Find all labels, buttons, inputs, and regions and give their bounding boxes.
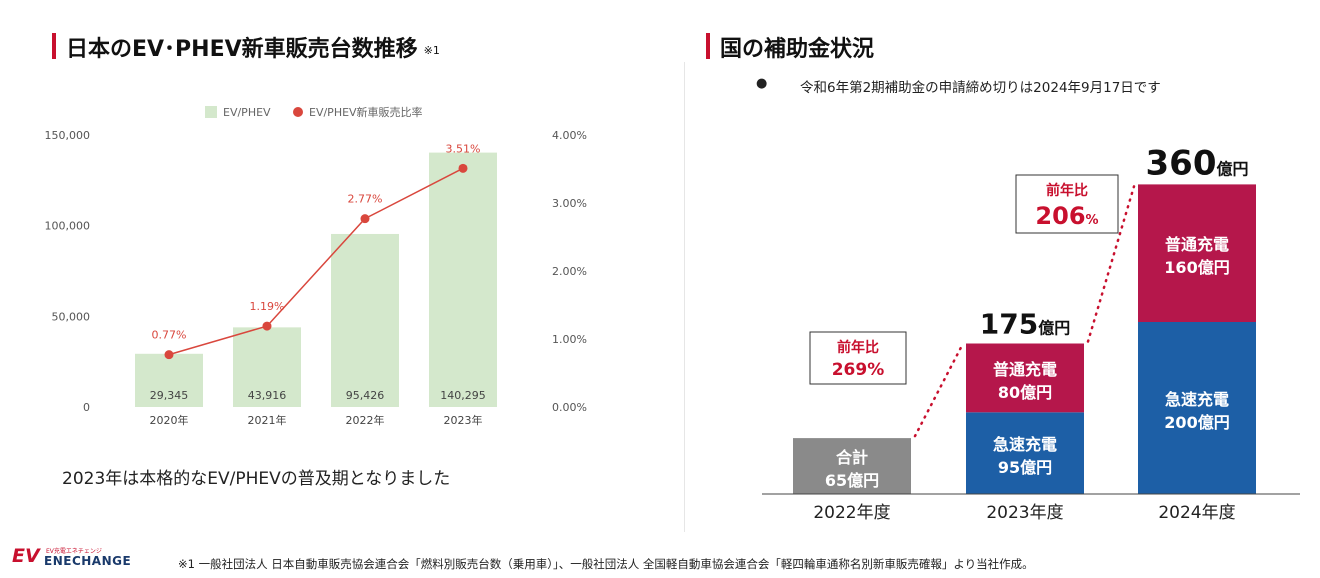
ev-right-axis: 0.00% 1.00% 2.00% 3.00% 4.00% <box>552 129 587 414</box>
ev-ratio-line: 0.77% 1.19% 2.77% 3.51% <box>152 142 481 360</box>
ev-bar <box>429 152 497 407</box>
ev-sales-chart: EV/PHEV EV/PHEV新車販売比率 0 50,000 100,000 150,… <box>45 105 587 427</box>
total-label: 175億円 <box>980 308 1070 341</box>
ev-bar-value-label: 140,295 <box>440 389 486 402</box>
legend-line-swatch <box>293 107 303 117</box>
ev-x-tick-label: 2022年 <box>346 413 385 427</box>
ev-bars: 29,345 43,916 95,426 140,295 <box>135 152 497 407</box>
right-axis-tick-label: 2.00% <box>552 265 587 278</box>
subsidy-x-tick-label: 2022年度 <box>813 503 890 523</box>
ev-bar <box>331 233 399 407</box>
ratio-point <box>262 321 272 331</box>
ev-x-tick-label: 2023年 <box>444 413 483 427</box>
segment-name-label: 普通充電 <box>1165 235 1229 254</box>
right-section-title: 国の補助金状況 <box>720 37 875 62</box>
segment-name-label: 普通充電 <box>993 360 1057 379</box>
source-footnote: ※1 一般社団法人 日本自動車販売協会連合会「燃料別販売台数（乗用車）」、一般社… <box>178 557 1034 571</box>
ratio-point-label: 0.77% <box>152 329 187 342</box>
ratio-point-label: 3.51% <box>446 142 481 155</box>
logo-ev-mark: EV <box>12 545 40 567</box>
legend-bar-label: EV/PHEV <box>223 106 271 119</box>
ratio-point-label: 2.77% <box>348 193 383 206</box>
ratio-point-label: 1.19% <box>250 300 285 313</box>
section-divider <box>684 62 685 532</box>
segment-name-label: 合計 <box>836 448 868 467</box>
subsidy-bar-segment <box>1138 322 1256 494</box>
subsidy-x-tick-label: 2024年度 <box>1158 503 1235 523</box>
segment-value-label: 80億円 <box>998 383 1052 402</box>
yoy-connector <box>913 344 964 438</box>
ev-x-tick-label: 2020年 <box>150 413 189 427</box>
right-axis-tick-label: 4.00% <box>552 129 587 142</box>
yoy-label: 前年比 <box>1046 182 1088 199</box>
subsidy-bar-segment <box>793 438 911 494</box>
yoy-label: 前年比 <box>837 339 879 356</box>
right-axis-tick-label: 3.00% <box>552 197 587 210</box>
left-section-title: 日本のEV･PHEV新車販売台数推移 ※1 <box>66 31 440 63</box>
ratio-point <box>458 163 468 173</box>
yoy-value: 206% <box>1035 202 1098 230</box>
logo-enechange: ENECHANGE <box>44 554 132 568</box>
ratio-line-path <box>168 167 464 356</box>
left-title-text: 日本のEV･PHEV新車販売台数推移 <box>66 37 418 62</box>
ratio-point <box>360 214 370 224</box>
logo-subtitle: EV充電エネチェンジ <box>46 548 102 555</box>
subsidy-x-axis: 2022年度 2023年度 2024年度 <box>762 493 1300 523</box>
yoy-box <box>1015 174 1119 234</box>
left-axis-tick-label: 150,000 <box>45 129 91 142</box>
subsidy-bar-segment <box>966 343 1084 413</box>
ev-x-axis: 2020年 2021年 2022年 2023年 <box>150 413 483 427</box>
bullet-dot: ● <box>756 76 768 91</box>
yoy-connector <box>1086 185 1136 343</box>
legend-bar-swatch <box>205 106 217 118</box>
subsidy-bar-segment <box>1138 184 1256 322</box>
yoy-box <box>809 331 907 385</box>
left-title-accent-bar <box>52 33 56 59</box>
ev-x-tick-label: 2021年 <box>248 413 287 427</box>
subsidy-x-tick-label: 2023年度 <box>986 503 1063 523</box>
right-axis-tick-label: 0.00% <box>552 401 587 414</box>
right-title-accent-bar <box>706 33 710 59</box>
ev-left-axis: 0 50,000 100,000 150,000 <box>45 129 91 414</box>
segment-name-label: 急速充電 <box>993 435 1057 454</box>
subsidy-deadline-note: 令和6年第2期補助金の申請締め切りは2024年9月17日です <box>800 80 1161 96</box>
ev-bar-value-label: 29,345 <box>150 389 189 402</box>
total-label: 360億円 <box>1146 143 1249 183</box>
ev-bar-value-label: 95,426 <box>346 389 385 402</box>
segment-value-label: 65億円 <box>825 471 879 490</box>
subsidy-bar-segment <box>966 412 1084 494</box>
ev-chart-legend: EV/PHEV EV/PHEV新車販売比率 <box>205 105 423 119</box>
yoy-value: 269% <box>832 360 885 380</box>
segment-value-label: 200億円 <box>1164 413 1229 432</box>
left-caption: 2023年は本格的なEV/PHEVの普及期となりました <box>62 469 451 489</box>
left-axis-tick-label: 100,000 <box>45 220 91 233</box>
ev-bar <box>233 327 301 407</box>
segment-value-label: 160億円 <box>1164 258 1229 277</box>
segment-name-label: 急速充電 <box>1165 390 1229 409</box>
ev-bar-value-label: 43,916 <box>248 389 287 402</box>
left-axis-tick-label: 50,000 <box>52 310 91 323</box>
right-axis-tick-label: 1.00% <box>552 333 587 346</box>
segment-value-label: 95億円 <box>998 458 1052 477</box>
legend-line-label: EV/PHEV新車販売比率 <box>309 105 423 119</box>
left-axis-tick-label: 0 <box>83 401 90 414</box>
ev-bar <box>135 353 203 407</box>
left-title-note-mark: ※1 <box>423 43 440 57</box>
ratio-point <box>164 350 174 360</box>
